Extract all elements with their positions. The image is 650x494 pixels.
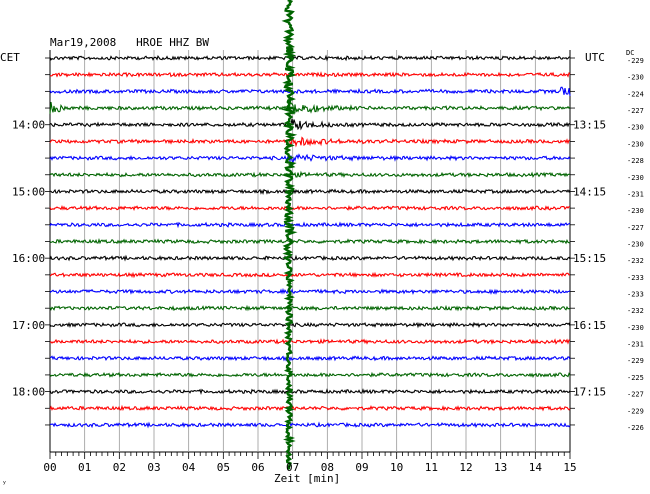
x-tick-label: 15: [563, 461, 576, 474]
dc-offset-label: -230: [627, 324, 644, 332]
dc-offset-label: -231: [627, 190, 644, 198]
trace-row-4: [49, 118, 571, 131]
left-time-label: 16:00: [12, 252, 45, 265]
dc-offset-label: -225: [627, 374, 644, 382]
dc-offset-label: -232: [627, 307, 644, 315]
x-tick-label: 01: [78, 461, 91, 474]
dc-offset-label: -227: [627, 107, 644, 115]
trace-row-17: [49, 338, 571, 345]
dc-offset-label: -226: [627, 424, 644, 432]
dc-offset-label: -229: [627, 407, 644, 415]
trace-row-1: [49, 71, 571, 78]
dc-offset-label: -230: [627, 174, 644, 182]
x-tick-label: 11: [425, 461, 438, 474]
right-time-label: 13:15: [573, 119, 606, 132]
dc-offset-label: -233: [627, 274, 644, 282]
dc-offset-label: -230: [627, 124, 644, 132]
dc-offset-label: -229: [627, 57, 644, 65]
left-time-label: 14:00: [12, 119, 45, 132]
trace-row-16: [49, 321, 571, 329]
labels: Mar19,2008 HROE HHZ BW CET UTC DC Zeit […: [0, 36, 644, 488]
trace-row-21: [49, 404, 571, 412]
trace-row-2: [49, 86, 571, 96]
left-time-label: 17:00: [12, 319, 45, 332]
right-time-label: 14:15: [573, 185, 606, 198]
trace-row-11: [49, 238, 571, 245]
trace-row-10: [49, 221, 571, 229]
trace-row-22: [49, 421, 571, 429]
traces: [49, 0, 571, 470]
trace-row-18: [49, 355, 571, 362]
right-timezone-label: UTC: [585, 51, 605, 64]
right-time-label: 16:15: [573, 319, 606, 332]
dc-offset-label: -230: [627, 74, 644, 82]
x-tick-label: 09: [355, 461, 368, 474]
left-time-label: 15:00: [12, 185, 45, 198]
right-time-label: 17:15: [573, 386, 606, 399]
dc-offset-label: -230: [627, 240, 644, 248]
dc-offset-label: -227: [627, 391, 644, 399]
dc-offset-label: -233: [627, 291, 644, 299]
trace-row-14: [49, 287, 571, 295]
x-tick-label: 13: [494, 461, 507, 474]
x-tick-label: 14: [529, 461, 543, 474]
x-tick-label: 07: [286, 461, 299, 474]
event-burst: [281, 0, 298, 470]
x-tick-label: 10: [390, 461, 403, 474]
right-time-label: 15:15: [573, 252, 606, 265]
left-timezone-label: CET: [0, 51, 20, 64]
trace-row-12: [49, 254, 571, 262]
dc-offset-label: -231: [627, 341, 644, 349]
trace-row-6: [49, 153, 571, 165]
trace-row-9: [49, 204, 571, 212]
chart-title: Mar19,2008 HROE HHZ BW: [50, 36, 209, 49]
dc-offset-label: -228: [627, 157, 644, 165]
dc-offset-label: -230: [627, 140, 644, 148]
x-tick-label: 06: [251, 461, 264, 474]
dc-label: DC: [626, 49, 634, 57]
x-tick-label: 12: [459, 461, 472, 474]
dc-offset-label: -229: [627, 357, 644, 365]
footer-mark: ʸ: [2, 479, 7, 488]
x-tick-label: 04: [182, 461, 196, 474]
grid: [45, 50, 575, 459]
x-tick-label: 03: [147, 461, 160, 474]
trace-row-7: [49, 170, 571, 179]
trace-row-19: [49, 371, 571, 378]
trace-row-13: [49, 271, 571, 279]
x-tick-label: 05: [217, 461, 230, 474]
trace-row-20: [49, 388, 571, 396]
dc-offset-label: -224: [627, 90, 644, 98]
left-time-label: 18:00: [12, 386, 45, 399]
x-axis-label: Zeit [min]: [274, 472, 340, 485]
x-tick-label: 02: [113, 461, 126, 474]
x-tick-label: 08: [321, 461, 334, 474]
trace-row-5: [49, 136, 571, 148]
x-tick-label: 00: [43, 461, 56, 474]
trace-row-0: [49, 54, 571, 62]
trace-row-3: [49, 98, 571, 115]
trace-row-8: [49, 188, 571, 195]
dc-offset-label: -227: [627, 224, 644, 232]
trace-row-15: [49, 304, 571, 312]
dc-offset-label: -230: [627, 207, 644, 215]
dc-offset-label: -232: [627, 257, 644, 265]
